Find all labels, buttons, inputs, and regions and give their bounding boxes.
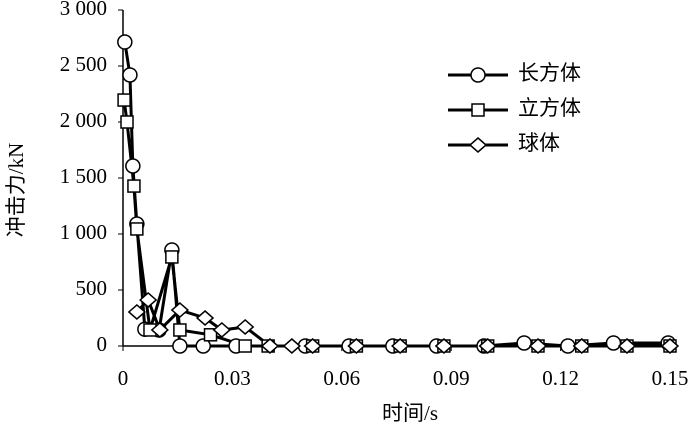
marker bbox=[605, 335, 622, 351]
x-tick-label: 0.09 bbox=[433, 366, 470, 390]
x-tick-label: 0.03 bbox=[214, 366, 251, 390]
legend-label: 球体 bbox=[518, 131, 560, 155]
marker bbox=[195, 338, 211, 354]
marker bbox=[434, 338, 454, 354]
marker bbox=[617, 338, 637, 354]
marker bbox=[172, 338, 188, 354]
x-tick-label: 0.06 bbox=[323, 366, 360, 390]
marker bbox=[238, 339, 252, 353]
marker bbox=[572, 338, 591, 354]
marker bbox=[391, 338, 410, 354]
marker bbox=[120, 115, 134, 129]
y-tick-label: 2 000 bbox=[60, 108, 107, 132]
marker bbox=[303, 338, 322, 354]
legend-label: 长方体 bbox=[518, 61, 581, 85]
marker bbox=[347, 338, 366, 354]
marker bbox=[516, 335, 532, 351]
marker bbox=[478, 338, 497, 354]
marker bbox=[165, 250, 179, 264]
marker bbox=[195, 310, 215, 326]
marker bbox=[122, 67, 138, 83]
marker bbox=[236, 318, 255, 335]
marker bbox=[127, 303, 146, 320]
legend-marker bbox=[468, 137, 488, 153]
x-tick-label: 0.15 bbox=[652, 366, 689, 390]
y-tick-label: 2 500 bbox=[60, 52, 107, 76]
y-tick-label: 500 bbox=[76, 276, 108, 300]
marker bbox=[127, 179, 141, 193]
x-tick-label: 0.12 bbox=[542, 366, 579, 390]
marker bbox=[117, 34, 133, 50]
marker bbox=[260, 338, 280, 354]
x-axis-label: 时间/s bbox=[382, 401, 438, 425]
series-line bbox=[122, 99, 670, 348]
y-tick-label: 3 000 bbox=[60, 0, 107, 20]
legend-marker bbox=[470, 67, 486, 83]
marker bbox=[660, 338, 680, 354]
series-line bbox=[123, 41, 669, 348]
marker bbox=[130, 222, 144, 236]
marker bbox=[170, 302, 190, 319]
y-tick-label: 1 500 bbox=[60, 164, 107, 188]
marker bbox=[203, 328, 218, 342]
marker bbox=[212, 321, 231, 338]
y-tick-label: 0 bbox=[97, 332, 108, 356]
marker bbox=[125, 158, 141, 174]
marker bbox=[117, 93, 131, 107]
marker bbox=[528, 338, 548, 354]
y-tick-label: 1 000 bbox=[60, 220, 107, 244]
marker bbox=[150, 321, 169, 338]
y-axis-label: 冲击力/kN bbox=[4, 143, 28, 238]
marker bbox=[173, 323, 187, 337]
marker bbox=[282, 338, 301, 354]
marker bbox=[139, 291, 158, 308]
x-tick-label: 0 bbox=[118, 366, 129, 390]
legend-marker bbox=[471, 103, 485, 117]
legend-label: 立方体 bbox=[518, 96, 581, 120]
